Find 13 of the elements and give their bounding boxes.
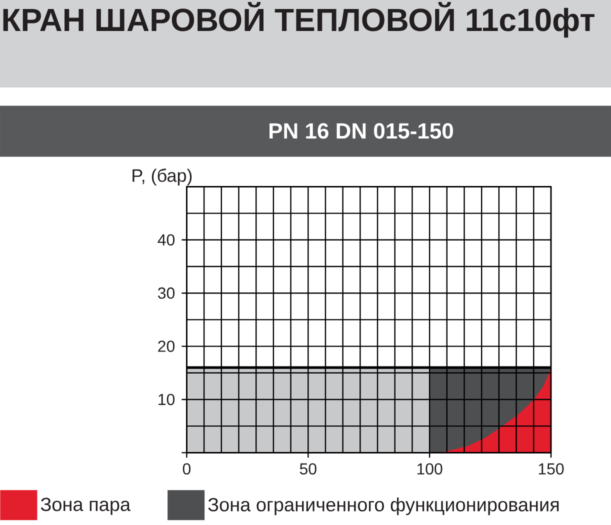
chart-title: КРАН ШАРОВОЙ ТЕПЛОВОЙ 11с10фт (3, 2, 594, 38)
y-tick-label: 10 (158, 394, 175, 406)
x-tick-label: 150 (538, 463, 564, 475)
chart-subtitle: PN 16 DN 015-150 (270, 123, 453, 139)
x-tick-label: 0 (182, 463, 191, 475)
legend-label: Зона пара (40, 498, 131, 515)
legend-label: Зона ограниченного функционирования (208, 497, 559, 516)
y-tick-label: 30 (158, 287, 175, 299)
y-tick-label: 40 (158, 234, 175, 246)
x-tick-label: 50 (300, 463, 316, 475)
x-tick-label: 100 (417, 463, 442, 475)
y-axis-title: P, (бар) (132, 168, 192, 186)
y-tick-label: 20 (158, 340, 175, 352)
